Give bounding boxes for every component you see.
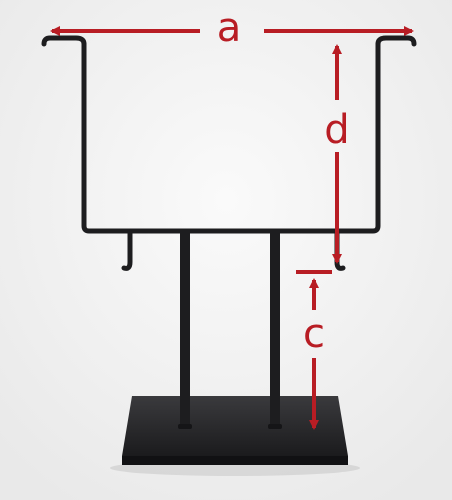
dimension-arrows <box>50 26 414 430</box>
dimension-label-a: a <box>216 5 242 51</box>
dimension-label-d: d <box>324 107 350 153</box>
dimension-label-c: c <box>303 311 325 357</box>
stand-posts <box>178 232 282 429</box>
stand-base <box>122 396 348 465</box>
